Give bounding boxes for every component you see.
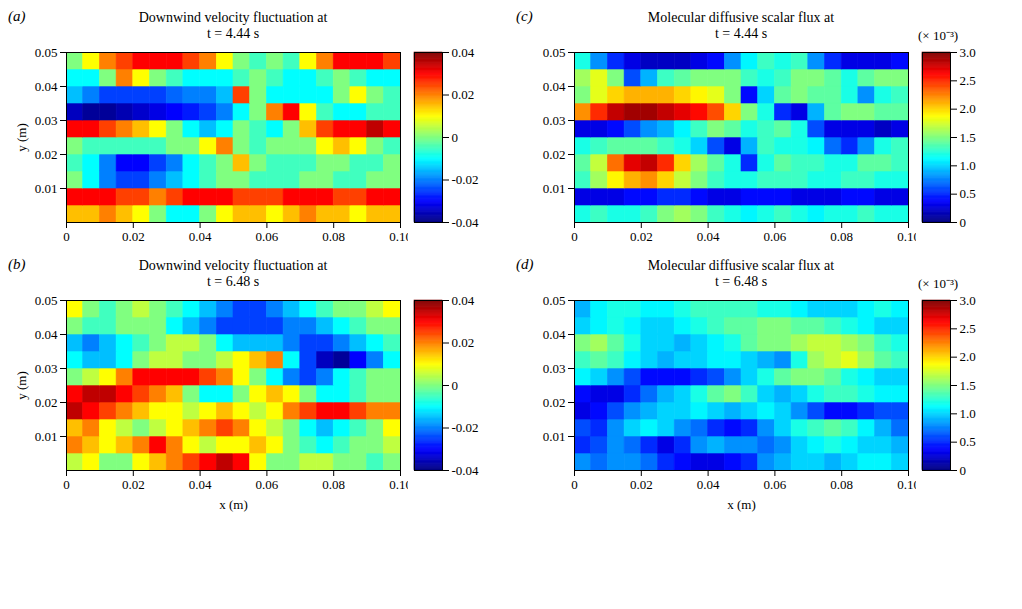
svg-text:3.0: 3.0 xyxy=(960,46,976,60)
svg-text:0.04: 0.04 xyxy=(452,46,475,60)
html-text:(a): (a) xyxy=(8,8,26,24)
svg-text:0: 0 xyxy=(960,463,967,478)
svg-text:0.01: 0.01 xyxy=(35,181,58,196)
svg-text:x (m): x (m) xyxy=(727,497,756,512)
html-text:t = 4.44 s: t = 4.44 s xyxy=(714,26,768,41)
svg-text:0.10: 0.10 xyxy=(897,477,916,492)
html-text:Downwind velocity fluctuation: Downwind velocity fluctuation at xyxy=(138,10,328,25)
html-text:Downwind velocity fluctuation: Downwind velocity fluctuation at xyxy=(138,258,328,273)
svg-text:0.04: 0.04 xyxy=(35,327,58,342)
svg-text:0.04: 0.04 xyxy=(697,477,720,492)
svg-text:0: 0 xyxy=(571,229,578,244)
html-text:(d): (d) xyxy=(516,256,534,272)
svg-text:0.02: 0.02 xyxy=(452,335,475,350)
html-text:t = 6.48 s: t = 6.48 s xyxy=(206,274,260,289)
svg-text:3.0: 3.0 xyxy=(960,294,976,308)
svg-text:0: 0 xyxy=(452,130,459,145)
svg-text:0.04: 0.04 xyxy=(189,229,212,244)
svg-text:0.06: 0.06 xyxy=(256,229,279,244)
svg-text:0.01: 0.01 xyxy=(35,429,58,444)
svg-text:0.01: 0.01 xyxy=(543,429,566,444)
svg-text:0.03: 0.03 xyxy=(543,361,566,376)
svg-text:0: 0 xyxy=(452,378,459,393)
svg-text:0.05: 0.05 xyxy=(543,46,566,60)
svg-text:0.04: 0.04 xyxy=(35,79,58,94)
svg-text:0: 0 xyxy=(960,215,967,230)
svg-text:0.03: 0.03 xyxy=(35,113,58,128)
svg-text:-0.02: -0.02 xyxy=(452,420,479,435)
svg-text:y (m): y (m) xyxy=(14,123,29,152)
svg-text:0.5: 0.5 xyxy=(960,434,976,449)
svg-text:1.5: 1.5 xyxy=(960,130,976,145)
svg-text:0.02: 0.02 xyxy=(543,395,566,410)
svg-text:x (m): x (m) xyxy=(219,497,248,512)
svg-text:0.02: 0.02 xyxy=(630,477,653,492)
svg-text:0: 0 xyxy=(63,477,70,492)
svg-text:0.06: 0.06 xyxy=(764,477,787,492)
svg-text:0.08: 0.08 xyxy=(830,229,853,244)
svg-text:0.08: 0.08 xyxy=(322,229,345,244)
svg-text:1.0: 1.0 xyxy=(960,406,976,421)
svg-text:2.5: 2.5 xyxy=(960,321,976,336)
html-text:(c): (c) xyxy=(516,8,533,24)
html-text:(b): (b) xyxy=(8,256,26,272)
svg-text:-0.02: -0.02 xyxy=(452,172,479,187)
svg-text:0.5: 0.5 xyxy=(960,186,976,201)
svg-text:0: 0 xyxy=(571,477,578,492)
svg-text:0.02: 0.02 xyxy=(452,87,475,102)
svg-text:0.02: 0.02 xyxy=(630,229,653,244)
svg-text:0.05: 0.05 xyxy=(543,294,566,308)
svg-text:0.04: 0.04 xyxy=(697,229,720,244)
svg-text:0.08: 0.08 xyxy=(322,477,345,492)
html-text:t = 4.44 s: t = 4.44 s xyxy=(206,26,260,41)
html-text:Molecular diffusive scalar flu: Molecular diffusive scalar flux at xyxy=(647,258,835,273)
svg-text:0.02: 0.02 xyxy=(543,147,566,162)
svg-text:0.02: 0.02 xyxy=(122,477,145,492)
html-text:t = 6.48 s: t = 6.48 s xyxy=(714,274,768,289)
svg-text:0.04: 0.04 xyxy=(452,294,475,308)
svg-text:0.03: 0.03 xyxy=(35,361,58,376)
html-text:(× 10⁻³): (× 10⁻³) xyxy=(918,28,959,43)
html-text:(× 10⁻³): (× 10⁻³) xyxy=(918,276,959,291)
svg-text:-0.04: -0.04 xyxy=(452,463,480,478)
svg-text:0.02: 0.02 xyxy=(35,395,58,410)
svg-text:0.04: 0.04 xyxy=(543,327,566,342)
svg-text:0.03: 0.03 xyxy=(543,113,566,128)
svg-text:0.10: 0.10 xyxy=(389,229,408,244)
svg-text:0.02: 0.02 xyxy=(35,147,58,162)
svg-text:1.0: 1.0 xyxy=(960,158,976,173)
svg-text:2.5: 2.5 xyxy=(960,73,976,88)
svg-text:y (m): y (m) xyxy=(14,371,29,400)
svg-text:2.0: 2.0 xyxy=(960,349,976,364)
svg-text:0.06: 0.06 xyxy=(764,229,787,244)
svg-text:0.10: 0.10 xyxy=(389,477,408,492)
svg-text:0.05: 0.05 xyxy=(35,46,58,60)
svg-text:0.04: 0.04 xyxy=(543,79,566,94)
svg-text:0.04: 0.04 xyxy=(189,477,212,492)
svg-text:-0.04: -0.04 xyxy=(452,215,480,230)
html-text:Molecular diffusive scalar flu: Molecular diffusive scalar flux at xyxy=(647,10,835,25)
svg-text:0.05: 0.05 xyxy=(35,294,58,308)
svg-text:0.02: 0.02 xyxy=(122,229,145,244)
svg-text:0: 0 xyxy=(63,229,70,244)
svg-text:0.06: 0.06 xyxy=(256,477,279,492)
svg-text:1.5: 1.5 xyxy=(960,378,976,393)
svg-text:2.0: 2.0 xyxy=(960,101,976,116)
svg-text:0.01: 0.01 xyxy=(543,181,566,196)
svg-text:0.08: 0.08 xyxy=(830,477,853,492)
svg-text:0.10: 0.10 xyxy=(897,229,916,244)
